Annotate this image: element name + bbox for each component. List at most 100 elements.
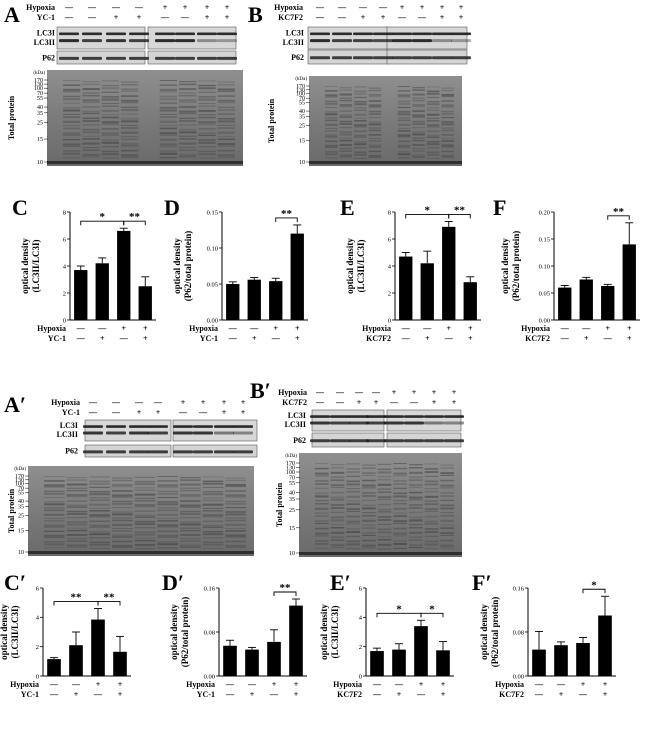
treatment-sign: +: [559, 690, 564, 699]
treatment-sign: +: [627, 334, 632, 343]
y-tick-label: 8: [388, 209, 391, 216]
gel-band: [397, 130, 411, 132]
gel-band: [159, 152, 177, 155]
gel-band: [362, 532, 376, 535]
gel-band: [225, 486, 246, 488]
marker-label: 55: [37, 96, 43, 102]
hypoxia-sign: —: [534, 680, 544, 689]
gel-band: [112, 507, 133, 509]
y-axis-label: optical density: [345, 238, 355, 294]
marker-label: 15: [37, 137, 43, 143]
gel-band: [440, 484, 454, 487]
gel-band: [412, 143, 425, 146]
panel-label-A: A: [4, 2, 20, 27]
y-tick-label: 0.10: [539, 263, 550, 270]
gel-band: [377, 543, 392, 546]
panel-label-F: F: [493, 195, 506, 220]
lc3i-band: [59, 32, 79, 36]
gel-band: [354, 90, 367, 93]
gel-band: [179, 101, 197, 103]
gel-band: [198, 128, 216, 130]
gel-band: [397, 144, 411, 147]
gel-band: [121, 131, 139, 134]
gel-band: [409, 496, 423, 499]
lc3-blot-strip: [386, 26, 468, 50]
gel-band: [440, 544, 454, 547]
gel-band: [179, 124, 197, 126]
gel-band: [393, 483, 407, 485]
gel-band: [82, 110, 100, 113]
gel-band: [225, 500, 246, 503]
gel-band: [325, 90, 338, 92]
y-tick-label: 6: [63, 236, 67, 243]
gel-band: [179, 81, 197, 83]
gel-band: [134, 539, 156, 542]
gel-band: [441, 104, 454, 107]
gel-band: [134, 476, 156, 478]
hypoxia-sign: +: [441, 680, 446, 689]
gel-band: [121, 88, 139, 91]
gel-band: [44, 492, 65, 495]
p62-band: [129, 56, 149, 60]
gel-band: [339, 116, 353, 118]
y-tick-label: 0.00: [204, 673, 215, 680]
gel-band: [82, 92, 100, 94]
gel-band: [426, 113, 440, 116]
p62-band: [59, 56, 79, 60]
gel-band: [354, 143, 367, 146]
gel-band: [426, 120, 440, 122]
bar: [226, 284, 240, 320]
gel-band: [89, 491, 110, 493]
y-axis-label: optical density: [172, 238, 182, 294]
significance-mark: *: [591, 579, 597, 591]
significance-bracket: [123, 220, 146, 226]
p62-band: [412, 56, 432, 60]
treatment-sign: +: [137, 408, 142, 417]
gel-band: [354, 113, 367, 116]
hypoxia-sign: —: [556, 680, 566, 689]
gel-band: [377, 476, 392, 478]
gel-band: [180, 540, 201, 542]
gel-band: [198, 116, 216, 119]
gel-band: [66, 496, 88, 498]
significance-mark: *: [425, 204, 431, 216]
gel-band: [179, 99, 197, 102]
gel-band: [440, 507, 454, 510]
treatment-sign: —: [335, 398, 345, 407]
gel-band: [121, 154, 139, 157]
gel-band: [66, 506, 88, 508]
gel-band: [198, 121, 216, 124]
gel-band: [101, 109, 119, 112]
hypoxia-sign: —: [87, 3, 97, 12]
treatment-sign: +: [156, 408, 161, 417]
gel-band: [44, 536, 65, 538]
p62-band: [310, 439, 330, 443]
marker-label: 10: [37, 160, 43, 166]
gel-band: [159, 98, 177, 101]
gel-band: [440, 547, 454, 549]
lc3ii-band: [173, 431, 193, 435]
gel-band: [393, 527, 407, 530]
gel-band: [315, 483, 329, 485]
gel-band: [198, 123, 216, 125]
hypoxia-sign: —: [134, 3, 144, 12]
gel-band: [330, 484, 345, 487]
gel-band: [202, 514, 224, 517]
gel-band: [412, 127, 425, 129]
gel-band: [101, 84, 119, 87]
hypoxia-sign: —: [581, 324, 591, 333]
gel-band: [217, 84, 235, 86]
y-tick-label: 0: [36, 673, 39, 680]
gel-band: [157, 541, 178, 543]
gel-band: [346, 548, 360, 550]
treatment-sign: —: [315, 13, 325, 22]
marker-label: 170: [296, 84, 305, 90]
gel-band: [66, 483, 88, 486]
gel-band: [393, 532, 407, 535]
significance-bracket: [448, 214, 471, 219]
total-protein-label: Total protein: [275, 482, 284, 527]
gel-band: [159, 95, 177, 98]
lc3ii-band: [175, 39, 195, 43]
gel-band: [44, 524, 65, 527]
gel-band: [330, 507, 345, 509]
